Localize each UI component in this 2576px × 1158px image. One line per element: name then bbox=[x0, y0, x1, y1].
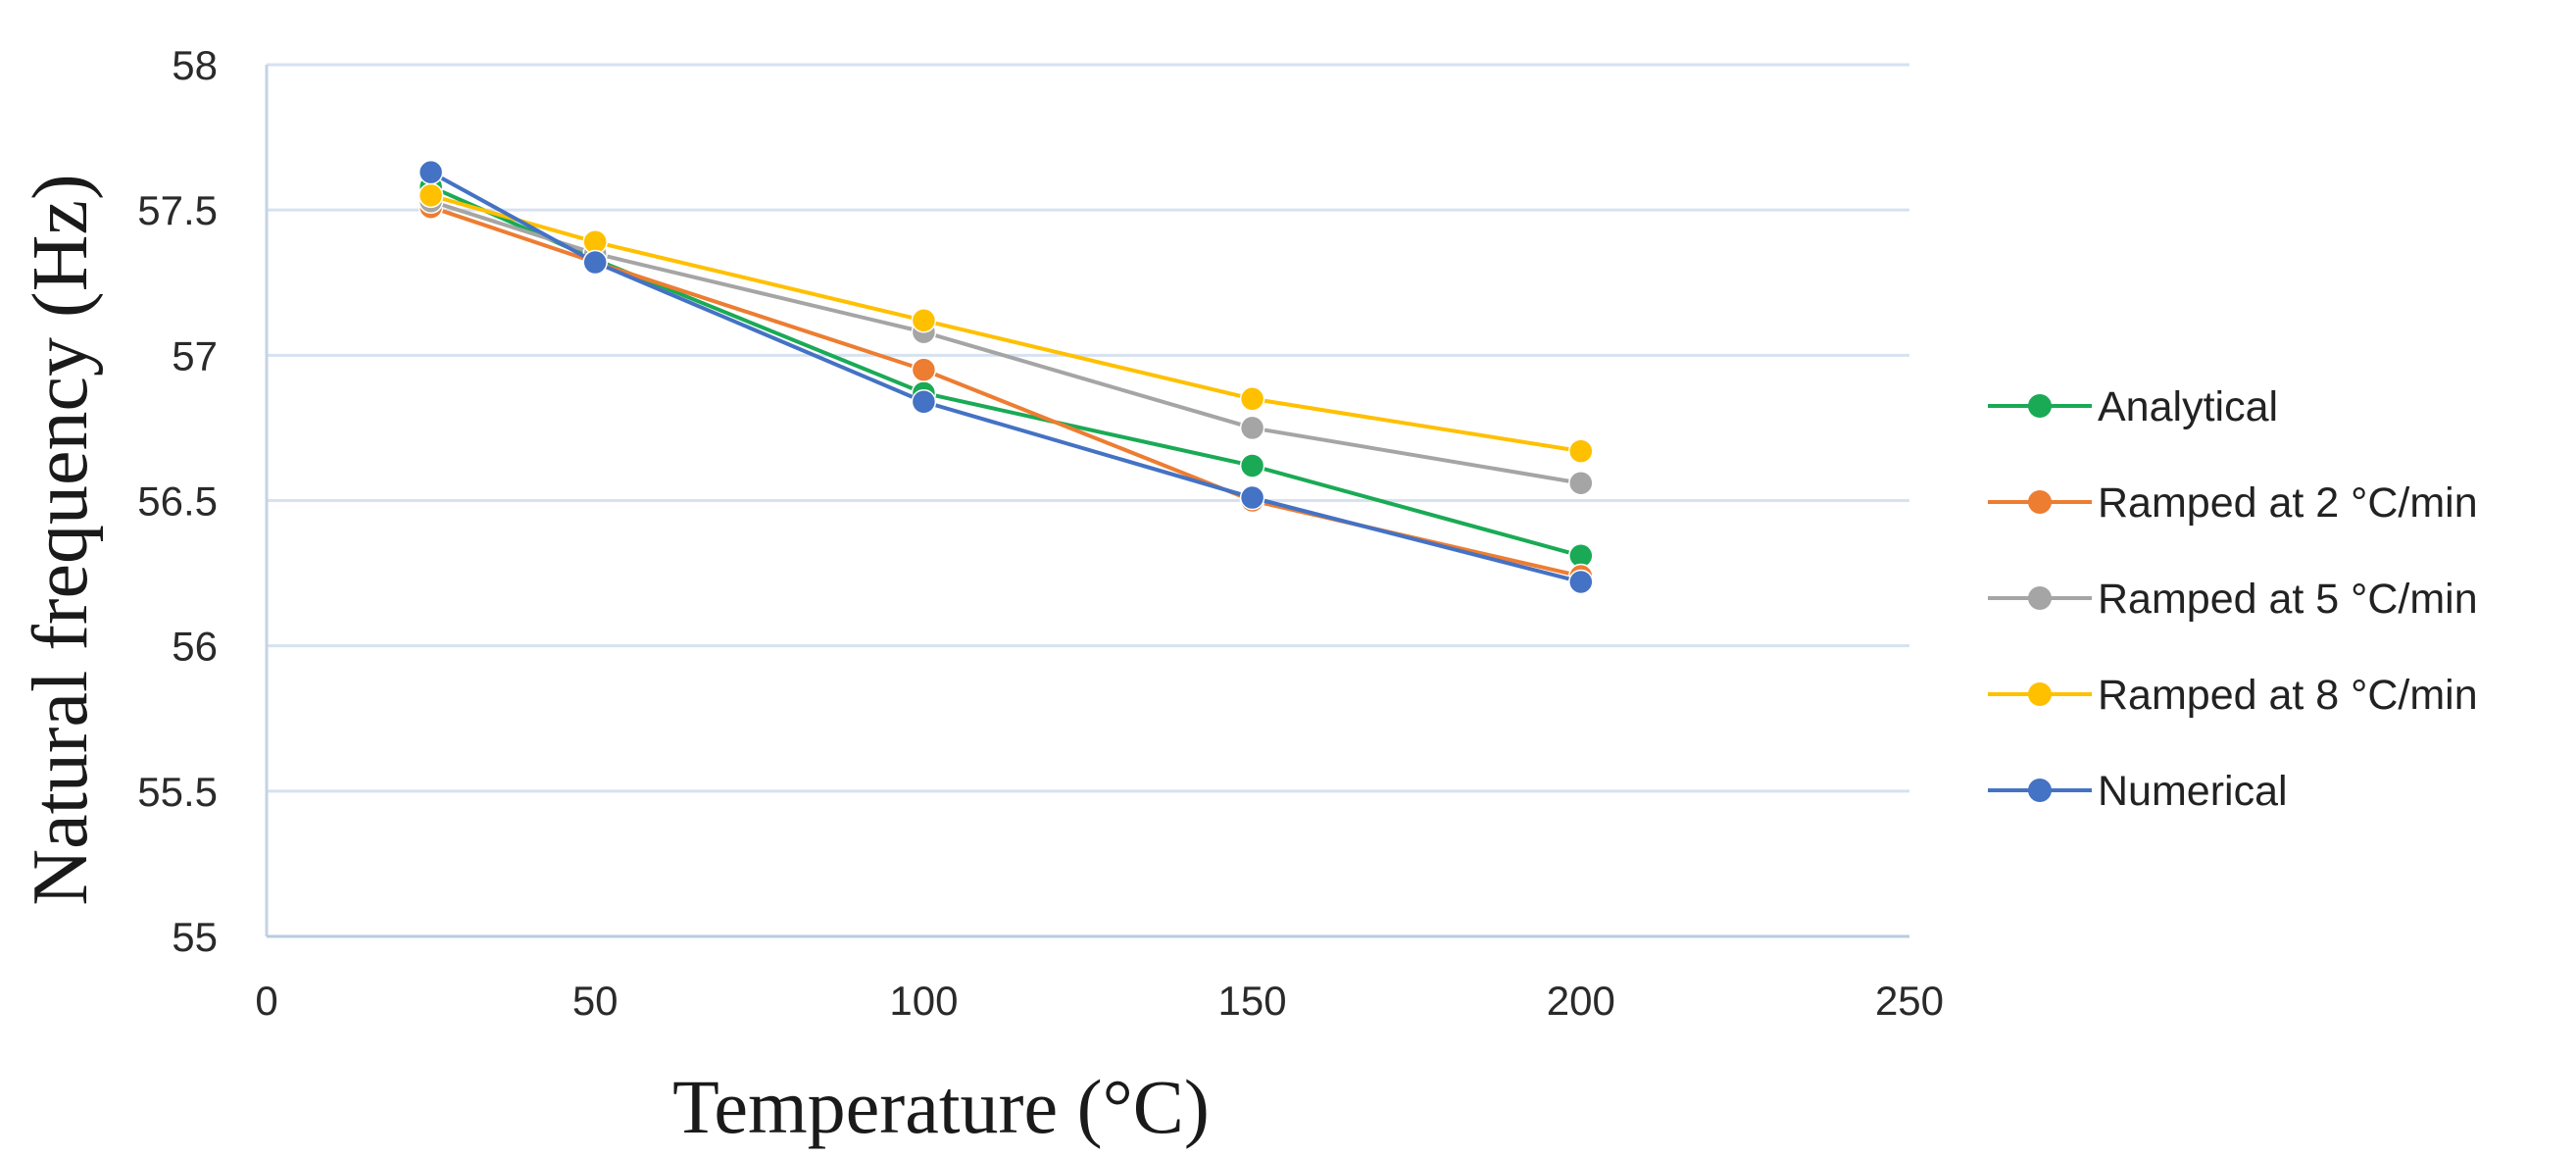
y-tick-label: 56 bbox=[172, 624, 218, 670]
legend-entry: Analytical bbox=[1988, 383, 2278, 430]
legend-label: Analytical bbox=[2098, 383, 2278, 430]
legend-swatch-marker bbox=[2028, 490, 2052, 514]
y-tick-label: 55 bbox=[172, 914, 218, 960]
data-point bbox=[1568, 438, 1594, 464]
data-point bbox=[1568, 569, 1594, 595]
data-point bbox=[911, 308, 937, 333]
legend-label: Ramped at 8 °C/min bbox=[2098, 672, 2478, 719]
y-tick-label: 55.5 bbox=[137, 769, 218, 815]
data-point bbox=[1239, 484, 1265, 511]
series-lines bbox=[418, 159, 1594, 595]
legend-swatch-marker bbox=[2028, 682, 2052, 706]
legend-label: Ramped at 5 °C/min bbox=[2098, 576, 2478, 623]
legend-entry: Ramped at 8 °C/min bbox=[1988, 672, 2478, 719]
data-point bbox=[582, 249, 608, 276]
data-point bbox=[1239, 386, 1265, 412]
x-tick-label: 250 bbox=[1875, 978, 1944, 1024]
axis-titles: Temperature (°C) Natural frequency (Hz) bbox=[18, 174, 1210, 1149]
y-axis-title: Natural frequency (Hz) bbox=[18, 174, 104, 905]
data-point bbox=[418, 182, 444, 209]
x-tick-label: 50 bbox=[572, 978, 619, 1024]
legend-label: Numerical bbox=[2098, 768, 2288, 815]
series-numerical bbox=[418, 159, 1594, 595]
legend-swatch-marker bbox=[2028, 394, 2052, 418]
tick-labels: 55 55.5 56 56.5 57 57.5 58 0 50 100 150 200 250 bbox=[137, 42, 1944, 1024]
legend-label: Ramped at 2 °C/min bbox=[2098, 479, 2478, 527]
legend: Analytical Ramped at 2 °C/min Ramped at 5 … bbox=[1988, 383, 2478, 815]
data-point bbox=[1568, 470, 1594, 496]
data-point bbox=[1239, 453, 1265, 478]
legend-swatch-marker bbox=[2028, 586, 2052, 610]
data-point bbox=[1239, 415, 1265, 441]
data-point bbox=[418, 159, 444, 185]
x-tick-label: 150 bbox=[1218, 978, 1287, 1024]
series-ramped-at-8-c-min bbox=[418, 182, 1594, 464]
y-tick-label: 56.5 bbox=[137, 478, 218, 525]
x-tick-label: 0 bbox=[255, 978, 277, 1024]
data-point bbox=[911, 388, 937, 415]
legend-entry: Ramped at 5 °C/min bbox=[1988, 576, 2478, 623]
x-tick-label: 200 bbox=[1547, 978, 1615, 1024]
y-tick-label: 57 bbox=[172, 332, 218, 378]
legend-entry: Numerical bbox=[1988, 768, 2288, 815]
axes bbox=[265, 65, 1909, 938]
data-point bbox=[911, 357, 937, 382]
gridlines bbox=[267, 63, 1909, 793]
x-axis-title: Temperature (°C) bbox=[672, 1064, 1210, 1149]
y-tick-label: 58 bbox=[172, 42, 218, 88]
legend-swatch-marker bbox=[2028, 779, 2052, 802]
y-tick-label: 57.5 bbox=[137, 187, 218, 233]
x-tick-label: 100 bbox=[889, 978, 958, 1024]
legend-entry: Ramped at 2 °C/min bbox=[1988, 479, 2478, 527]
